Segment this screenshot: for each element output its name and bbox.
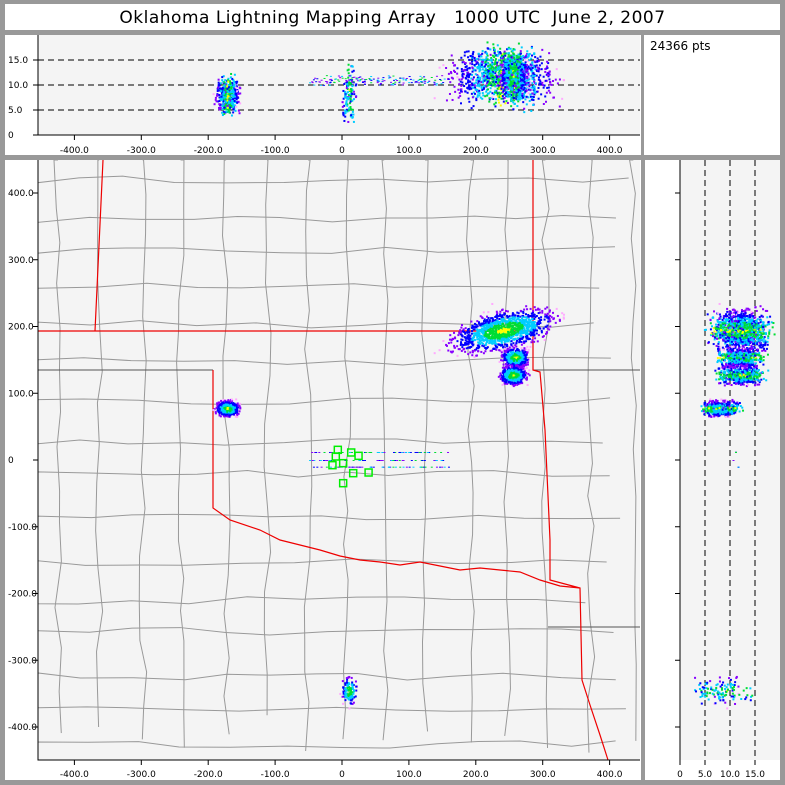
lma-station [348, 468, 358, 478]
county-lines [37, 159, 640, 753]
y-tick-label: 5.0 [8, 106, 23, 116]
lma-station [338, 458, 348, 468]
y-tick-label: 100.0 [8, 389, 34, 399]
x-tick-label: -300.0 [127, 770, 156, 780]
x-tick-label: 0 [339, 146, 345, 156]
x-tick-label: 300.0 [530, 146, 556, 156]
y-tick-label: 200.0 [8, 323, 34, 333]
chart-title: Oklahoma Lightning Mapping Array 1000 UT… [5, 4, 780, 30]
x-tick-label: 400.0 [597, 146, 623, 156]
point-count: 24366 pts [650, 39, 711, 53]
state-borders [38, 159, 609, 761]
y-tick-label: 0 [8, 131, 14, 141]
x-tick-label: 0 [339, 770, 345, 780]
y-tick-label: -200.0 [8, 590, 37, 600]
y-tick-label: 15.0 [8, 56, 28, 66]
lma-station [331, 452, 341, 461]
y-tick-label: -100.0 [8, 523, 37, 533]
point-count-panel: 24366 pts [644, 35, 780, 155]
x-tick-label: -200.0 [194, 146, 223, 156]
vhf-sources [212, 41, 776, 710]
lma-station [364, 468, 373, 477]
lma-station [328, 460, 337, 470]
x-tick-label: 200.0 [463, 146, 489, 156]
x-tick-label: 400.0 [597, 770, 623, 780]
y-tick-label: 0 [8, 456, 14, 466]
x-tick-label: 300.0 [530, 770, 556, 780]
y-tick-label: 300.0 [8, 256, 34, 266]
y-tick-label: -400.0 [8, 723, 37, 733]
y-tick-label: -300.0 [8, 656, 37, 666]
x-tick-label: 15.0 [745, 770, 765, 780]
x-tick-label: -400.0 [60, 146, 89, 156]
x-tick-label: -100.0 [261, 146, 290, 156]
x-tick-label: 100.0 [396, 146, 422, 156]
lma-station [354, 451, 363, 461]
x-tick-label: -300.0 [127, 146, 156, 156]
x-tick-label: 100.0 [396, 770, 422, 780]
y-tick-label: 400.0 [8, 189, 34, 199]
x-tick-label: -400.0 [60, 770, 89, 780]
x-tick-label: 0 [677, 770, 683, 780]
x-tick-label: -100.0 [261, 770, 290, 780]
x-tick-label: -200.0 [194, 770, 223, 780]
x-tick-label: 10.0 [720, 770, 740, 780]
x-tick-label: 5.0 [698, 770, 713, 780]
y-tick-label: 10.0 [8, 81, 28, 91]
x-tick-label: 200.0 [463, 770, 489, 780]
lma-station [338, 478, 348, 488]
